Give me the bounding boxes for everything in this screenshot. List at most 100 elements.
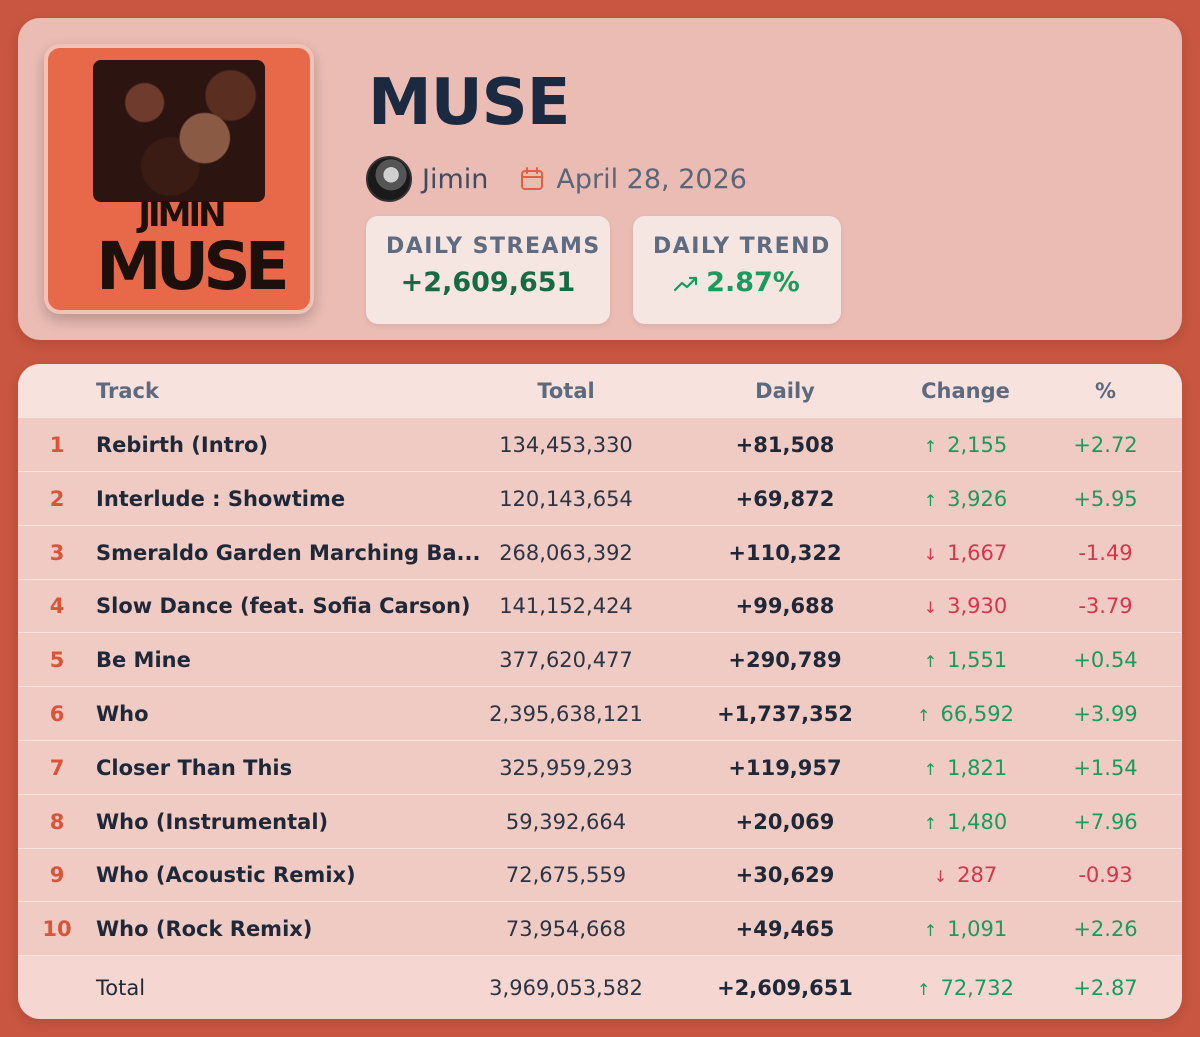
cover-logo-line1: JIMIN — [138, 195, 226, 235]
album-meta: Jimin April 28, 2026 — [366, 156, 747, 202]
percent-change: +2.26 — [1073, 917, 1138, 942]
total-streams: 141,152,424 — [499, 594, 633, 619]
header-change[interactable]: Change — [921, 379, 1010, 403]
change-cell: ↑ 1,091 — [888, 902, 1043, 956]
header-total[interactable]: Total — [537, 379, 595, 403]
track-rank: 5 — [49, 648, 65, 673]
arrow-up-icon: ↑ — [923, 921, 938, 941]
tracks-table: Track Total Daily Change % 1 Rebirth (Int… — [18, 364, 1182, 1019]
track-name[interactable]: Who (Instrumental) — [96, 809, 329, 834]
header-pct[interactable]: % — [1094, 379, 1117, 403]
track-name[interactable]: Who (Rock Remix) — [96, 917, 313, 942]
daily-trend-card: DAILY TREND 2.87% — [633, 216, 841, 324]
header-daily[interactable]: Daily — [755, 379, 815, 403]
change-cell: ↑ 2,155 — [888, 418, 1043, 472]
table-row[interactable]: 9 Who (Acoustic Remix) 72,675,559 +30,629 ↓ 2… — [18, 848, 1182, 903]
trending-up-icon — [674, 276, 698, 291]
track-rank: 4 — [49, 594, 65, 619]
daily-streams: +20,069 — [735, 809, 835, 834]
change-cell: ↑ 1,821 — [888, 741, 1043, 795]
daily-streams: +290,789 — [728, 648, 842, 673]
arrow-up-icon: ↑ — [923, 490, 938, 510]
daily-streams: +99,688 — [735, 594, 835, 619]
track-name[interactable]: Slow Dance (feat. Sofia Carson) — [96, 594, 471, 619]
change-value: 1,821 — [947, 755, 1008, 780]
table-row[interactable]: 8 Who (Instrumental) 59,392,664 +20,069 ↑ 1,4… — [18, 795, 1182, 849]
arrow-up-icon: ↑ — [917, 706, 931, 725]
cover-logo-line2: MUSE — [96, 228, 290, 305]
daily-streams: +69,872 — [735, 486, 835, 511]
album-title: MUSE — [368, 66, 570, 140]
change-value: 1,667 — [947, 540, 1008, 565]
change-cell: ↑ 66,592 — [888, 687, 1043, 741]
change-value: 287 — [957, 863, 998, 888]
track-rank: 1 — [49, 433, 65, 457]
total-streams: 377,620,477 — [499, 648, 633, 673]
change-cell: ↑ 72,732 — [888, 956, 1043, 1019]
arrow-up-icon: ↑ — [923, 652, 938, 672]
daily-streams-card: DAILY STREAMS +2,609,651 — [366, 216, 610, 324]
track-name[interactable]: Who (Acoustic Remix) — [96, 863, 356, 888]
daily-streams: +49,465 — [735, 917, 835, 942]
table-row[interactable]: 6 Who 2,395,638,121 +1,737,352 ↑ 66,592 +3.99 — [18, 687, 1182, 741]
track-name[interactable]: Interlude : Showtime — [96, 486, 346, 511]
arrow-up-icon: ↑ — [923, 759, 938, 779]
arrow-down-icon: ↓ — [923, 544, 938, 564]
daily-streams: +2,609,651 — [717, 976, 853, 1000]
table-header: Track Total Daily Change % — [18, 364, 1182, 418]
track-rank: 2 — [49, 486, 65, 511]
album-cover-logo: JIMIN MUSE — [96, 195, 290, 305]
percent-change: +7.96 — [1073, 809, 1138, 834]
total-streams: 59,392,664 — [505, 809, 627, 834]
daily-streams: +30,629 — [735, 863, 835, 888]
table-row[interactable]: 1 Rebirth (Intro) 134,453,330 +81,508 ↑ 2,155… — [18, 418, 1182, 472]
table-row[interactable]: 5 Be Mine 377,620,477 +290,789 ↑ 1,551 +0.54 — [18, 633, 1182, 688]
header-track[interactable]: Track — [96, 379, 159, 403]
artist-avatar — [366, 156, 412, 202]
change-value: 1,091 — [947, 917, 1008, 942]
track-rank: 6 — [49, 702, 65, 726]
track-name[interactable]: Rebirth (Intro) — [96, 433, 269, 457]
total-streams: 134,453,330 — [499, 433, 633, 457]
change-cell: ↑ 1,480 — [888, 795, 1043, 849]
percent-change: -0.93 — [1078, 863, 1133, 888]
total-label: Total — [96, 976, 146, 1000]
daily-streams: +119,957 — [728, 755, 842, 780]
table-row[interactable]: 3 Smeraldo Garden Marching Ba... 268,063,3… — [18, 526, 1182, 580]
table-row[interactable]: 4 Slow Dance (feat. Sofia Carson) 141,152,… — [18, 579, 1182, 634]
release-date: April 28, 2026 — [556, 163, 747, 195]
percent-change: +2.72 — [1073, 433, 1138, 457]
track-rank: 10 — [42, 917, 72, 942]
total-streams: 73,954,668 — [505, 917, 627, 942]
track-name[interactable]: Smeraldo Garden Marching Ba... — [96, 540, 481, 565]
track-name[interactable]: Who — [96, 702, 149, 726]
daily-trend-row: 2.87% — [653, 267, 821, 298]
track-rank: 7 — [49, 755, 65, 780]
artist-name[interactable]: Jimin — [422, 163, 489, 195]
total-streams: 268,063,392 — [499, 540, 633, 565]
change-value: 1,551 — [947, 648, 1008, 673]
percent-change: +1.54 — [1073, 755, 1138, 780]
table-row[interactable]: 2 Interlude : Showtime 120,143,654 +69,872 ↑… — [18, 472, 1182, 526]
arrow-down-icon: ↓ — [933, 867, 948, 887]
total-streams: 120,143,654 — [499, 486, 633, 511]
daily-streams: +1,737,352 — [717, 702, 853, 726]
change-value: 1,480 — [947, 809, 1008, 834]
track-name[interactable]: Closer Than This — [96, 755, 293, 780]
percent-change: -1.49 — [1078, 540, 1133, 565]
percent-change: +2.87 — [1073, 976, 1138, 1000]
percent-change: +3.99 — [1073, 702, 1138, 726]
change-value: 66,592 — [940, 702, 1014, 726]
track-name[interactable]: Be Mine — [96, 648, 191, 673]
table-row[interactable]: 10 Who (Rock Remix) 73,954,668 +49,465 ↑ 1,09… — [18, 902, 1182, 957]
total-streams: 72,675,559 — [505, 863, 627, 888]
arrow-up-icon: ↑ — [923, 437, 938, 456]
percent-change: +5.95 — [1073, 486, 1138, 511]
change-value: 2,155 — [947, 433, 1008, 457]
table-row[interactable]: 7 Closer Than This 325,959,293 +119,957 ↑ 1,8… — [18, 741, 1182, 795]
change-cell: ↓ 3,930 — [888, 579, 1043, 633]
track-rank: 9 — [49, 863, 65, 888]
daily-streams-value: +2,609,651 — [400, 267, 576, 298]
daily-streams: +81,508 — [735, 433, 835, 457]
change-cell: ↓ 287 — [888, 848, 1043, 902]
